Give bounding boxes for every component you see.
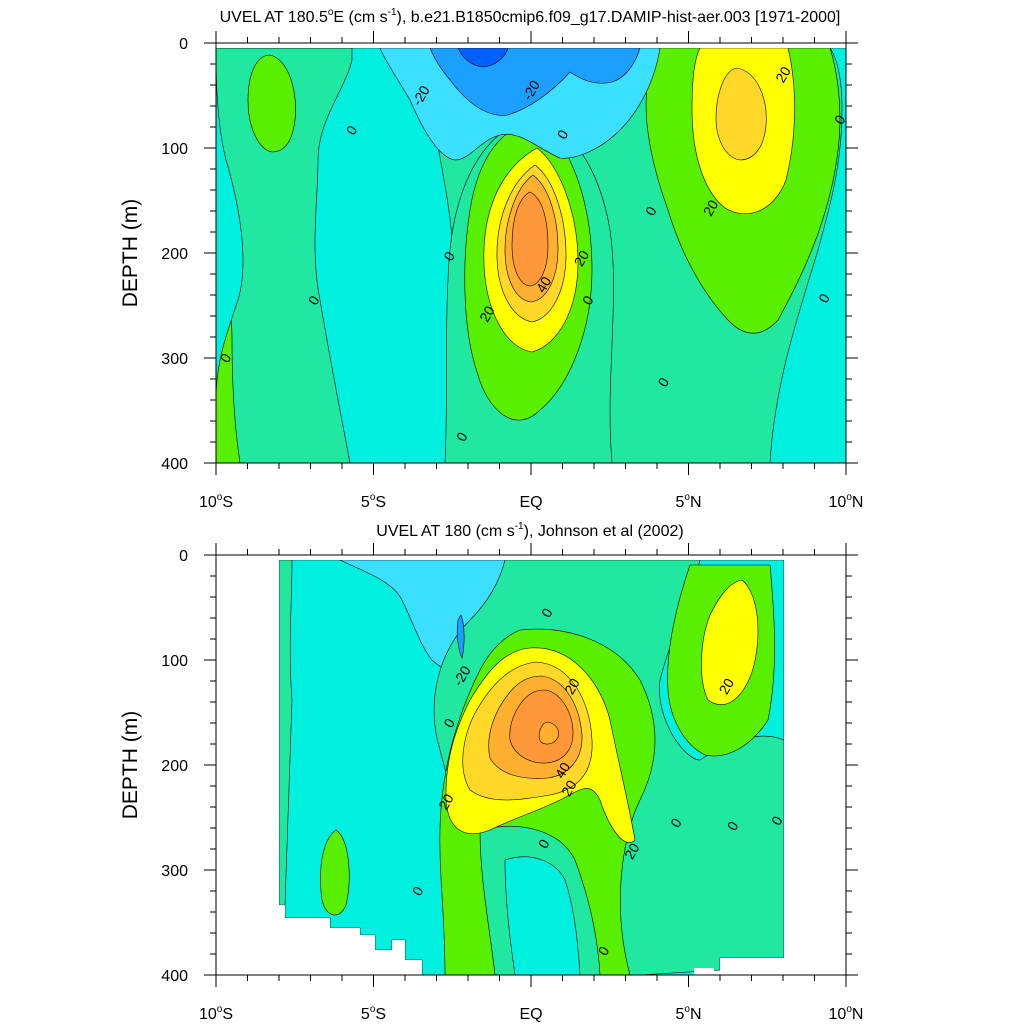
model-x-tick-label: EQ: [519, 494, 542, 511]
obs-region-blue-streak: [456, 614, 465, 659]
obs-missing-right: [720, 555, 846, 975]
model-region-neg10-0: [216, 47, 846, 463]
obs-contour-label: 20: [558, 777, 580, 799]
obs-axes-frame: 0 100 200 300 400 10oS 5oS EQ 5oN 10oN: [161, 543, 863, 1023]
obs-region-20-30-ne: [701, 579, 759, 705]
model-y-tick-label: 100: [161, 141, 188, 158]
model-y-tick-label: 0: [179, 36, 188, 53]
obs-y-tick-label: 200: [161, 758, 188, 775]
obs-missing-gap: [694, 968, 714, 975]
model-x-tick-label: 5oN: [675, 492, 701, 511]
model-top-blank: [216, 43, 846, 48]
obs-x-tick-label: 5oS: [361, 1004, 386, 1023]
model-panel-title: UVEL AT 180.5oE (cm s-1), b.e21.B1850cmi…: [220, 7, 841, 26]
obs-contour-label: 20: [435, 791, 457, 813]
obs-contour-label: 20: [561, 675, 583, 697]
obs-x-tick-label: 10oS: [199, 1004, 233, 1023]
model-y-axis-title: DEPTH (m): [119, 199, 142, 308]
model-y-tick-label: 400: [161, 456, 188, 473]
obs-region-0-10-west: [278, 559, 293, 906]
model-x-tick-label: 5oS: [361, 492, 386, 511]
model-region-50-60: [511, 191, 549, 287]
obs-x-tick-label: 5oN: [675, 1004, 701, 1023]
model-contour-label: 20: [700, 197, 722, 219]
model-contour-label: 20: [476, 303, 498, 325]
obs-region-core: [538, 721, 559, 745]
model-contour-label: 20: [571, 247, 593, 269]
model-region-le-neg40: [457, 47, 509, 68]
model-x-tick-label: 10oN: [829, 492, 864, 511]
obs-y-tick-label: 300: [161, 863, 188, 880]
obs-region-10-20-lens: [320, 829, 350, 916]
obs-contour-label: 20: [621, 840, 643, 862]
obs-panel-title: UVEL AT 180 (cm s-1), Johnson et al (200…: [376, 521, 683, 540]
obs-y-tick-label: 0: [179, 548, 188, 565]
model-y-tick-label: 200: [161, 246, 188, 263]
model-region-10-20-lens: [247, 54, 296, 153]
obs-y-tick-label: 100: [161, 653, 188, 670]
obs-region-neg10-0-deep: [504, 856, 581, 975]
obs-panel: UVEL AT 180 (cm s-1), Johnson et al (200…: [119, 521, 863, 1023]
obs-x-tick-label: EQ: [519, 1006, 542, 1023]
model-region-neg10-0-west: [216, 47, 463, 463]
obs-contour-label: 20: [715, 675, 737, 697]
model-contour-label: 20: [772, 64, 794, 86]
obs-y-axis-title: DEPTH (m): [119, 711, 142, 820]
obs-top-blank: [216, 555, 846, 560]
model-contour-label: 40: [533, 274, 555, 296]
model-y-tick-label: 300: [161, 351, 188, 368]
obs-y-tick-label: 400: [161, 968, 188, 985]
obs-x-tick-label: 10oN: [829, 1004, 864, 1023]
obs-missing-left: [216, 555, 422, 975]
model-panel: UVEL AT 180.5oE (cm s-1), b.e21.B1850cmi…: [119, 7, 863, 511]
obs-contour-label: 40: [552, 759, 574, 781]
model-axes-frame: 0 100 200 300 400 10oS 5oS EQ 5oN 10oN: [161, 31, 863, 511]
model-region-30-40-ne: [715, 67, 767, 161]
model-x-tick-label: 10oS: [199, 492, 233, 511]
obs-contour-field: [278, 559, 785, 975]
model-contour-field: [216, 43, 846, 463]
